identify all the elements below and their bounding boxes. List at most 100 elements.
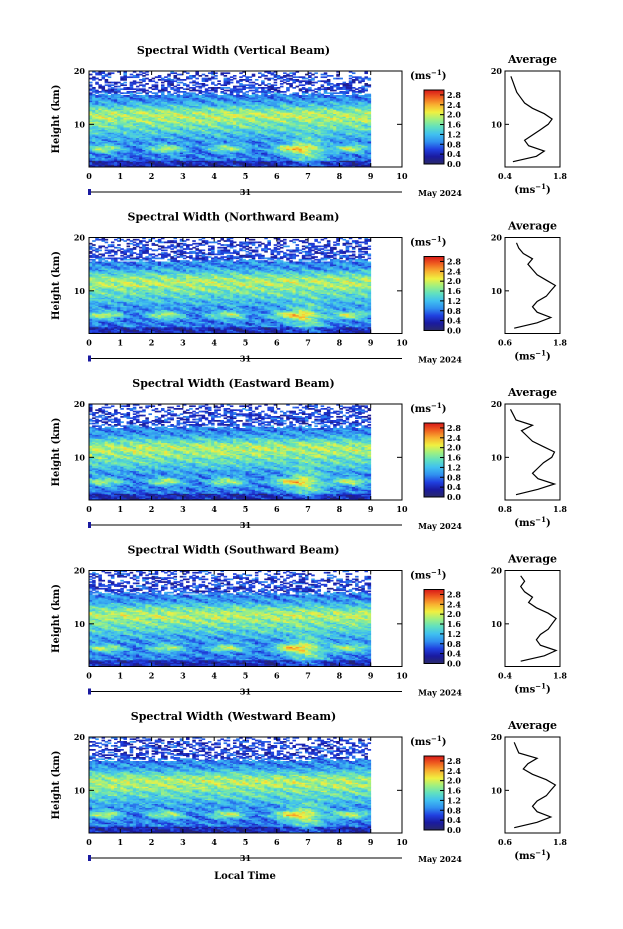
- average-title: Average: [507, 220, 557, 233]
- average-unit: (ms−1): [514, 682, 550, 696]
- average-title: Average: [507, 719, 557, 732]
- panel-title: Spectral Width (Westward Beam): [131, 710, 336, 723]
- colorbar-tick-label: 0.0: [447, 825, 461, 835]
- x-tick-label: 2: [149, 171, 155, 181]
- panel-title: Spectral Width (Northward Beam): [128, 211, 340, 224]
- x-tick-label: 9: [368, 837, 374, 847]
- x-tick-label: 4: [211, 504, 217, 514]
- x-tick-label: 7: [305, 338, 311, 348]
- y-axis-label: Height (km): [51, 85, 62, 154]
- x-tick-label: 10: [396, 171, 408, 181]
- colorbar-tick-label: 1.6: [447, 619, 461, 629]
- colorbar-tick-label: 1.6: [447, 786, 461, 796]
- x-tick-label: 2: [149, 837, 155, 847]
- colorbar-tick-label: 0.0: [447, 159, 461, 169]
- y-axis-label: Height (km): [51, 751, 62, 820]
- month-label: May 2024: [418, 688, 462, 698]
- average-unit: (ms−1): [514, 515, 550, 529]
- x-tick-label: 2: [149, 504, 155, 514]
- colorbar-tick-label: 1.6: [447, 120, 461, 130]
- x-tick-label: 2: [149, 338, 155, 348]
- colorbar-tick-label: 1.2: [447, 795, 461, 805]
- average-x-tick-label: 0.8: [498, 504, 512, 514]
- x-tick-label: 5: [243, 171, 249, 181]
- day-label: 31: [240, 520, 251, 530]
- y-tick-label: 10: [74, 619, 86, 629]
- colorbar: [423, 422, 445, 498]
- month-label: May 2024: [418, 355, 462, 365]
- x-tick-label: 0: [86, 171, 92, 181]
- month-label: May 2024: [418, 854, 462, 864]
- average-x-tick-label: 0.6: [498, 837, 512, 847]
- x-tick-label: 0: [86, 504, 92, 514]
- x-tick-label: 9: [368, 338, 374, 348]
- average-y-tick-label: 20: [491, 233, 503, 243]
- day-label: 31: [240, 853, 251, 863]
- y-tick-label: 20: [74, 399, 86, 409]
- colorbar-tick-label: 2.8: [447, 423, 461, 433]
- average-profile-line: [509, 409, 557, 496]
- average-y-tick-label: 20: [491, 732, 503, 742]
- colorbar-tick-label: 2.8: [447, 589, 461, 599]
- month-label: May 2024: [418, 521, 462, 531]
- x-tick-label: 9: [368, 504, 374, 514]
- x-tick-label: 5: [243, 837, 249, 847]
- colorbar: [423, 256, 445, 331]
- colorbar: [423, 755, 445, 831]
- x-tick-label: 8: [337, 338, 343, 348]
- average-frame: [504, 403, 561, 501]
- average-unit: (ms−1): [514, 349, 550, 363]
- x-tick-label: 8: [337, 504, 343, 514]
- x-tick-label: 6: [274, 338, 280, 348]
- average-y-tick-label: 20: [491, 399, 503, 409]
- average-profile-line: [513, 742, 557, 829]
- average-y-tick-label: 10: [491, 619, 503, 629]
- y-tick-label: 20: [74, 732, 86, 742]
- colorbar: [423, 589, 445, 664]
- panel-1: Spectral Width (Vertical Beam) 0 1 2 3 4 5 6 7 8 9…: [51, 44, 567, 198]
- colorbar-unit: (ms−1): [410, 235, 446, 249]
- x-tick-label: 5: [243, 338, 249, 348]
- x-tick-label: 7: [305, 171, 311, 181]
- heatmap: [89, 71, 372, 168]
- colorbar-tick-label: 1.2: [447, 296, 461, 306]
- heatmap: [89, 570, 372, 667]
- x-tick-label: 3: [180, 671, 186, 681]
- panel-title: Spectral Width (Vertical Beam): [137, 44, 330, 57]
- x-tick-label: 1: [118, 338, 124, 348]
- colorbar-tick-label: 2.4: [447, 266, 461, 276]
- colorbar-tick-label: 0.8: [447, 805, 461, 815]
- average-frame: [504, 736, 561, 834]
- average-x-tick-label: 1.8: [553, 671, 567, 681]
- heatmap: [89, 237, 372, 334]
- average-title: Average: [507, 386, 557, 399]
- colorbar-unit: (ms−1): [410, 568, 446, 582]
- average-x-tick-label: 1.8: [553, 338, 567, 348]
- colorbar-tick-label: 0.4: [447, 649, 461, 659]
- colorbar-unit: (ms−1): [410, 401, 446, 415]
- colorbar-tick-label: 0.8: [447, 472, 461, 482]
- x-tick-label: 7: [305, 837, 311, 847]
- panel-5: Spectral Width (Westward Beam) 0 1 2 3 4 5 6 7 8 9…: [51, 710, 567, 864]
- date-marker: [88, 855, 91, 861]
- colorbar-tick-label: 1.2: [447, 129, 461, 139]
- x-tick-label: 3: [180, 837, 186, 847]
- x-tick-label: 0: [86, 671, 92, 681]
- x-tick-label: 5: [243, 504, 249, 514]
- y-tick-label: 20: [74, 233, 86, 243]
- x-tick-label: 9: [368, 171, 374, 181]
- average-title: Average: [507, 553, 557, 566]
- panel-title: Spectral Width (Eastward Beam): [132, 377, 334, 390]
- y-tick-label: 10: [74, 286, 86, 296]
- colorbar-tick-label: 0.4: [447, 316, 461, 326]
- panel-3: Spectral Width (Eastward Beam) 0 1 2 3 4 5 6 7 8 9…: [51, 377, 567, 531]
- x-tick-label: 10: [396, 837, 408, 847]
- colorbar-unit: (ms−1): [410, 68, 446, 82]
- average-y-tick-label: 10: [491, 119, 503, 129]
- x-tick-label: 6: [274, 171, 280, 181]
- average-x-tick-label: 0.4: [498, 171, 512, 181]
- average-y-tick-label: 20: [491, 66, 503, 76]
- colorbar-tick-label: 2.8: [447, 756, 461, 766]
- colorbar-tick-label: 2.8: [447, 256, 461, 266]
- colorbar: [423, 89, 445, 165]
